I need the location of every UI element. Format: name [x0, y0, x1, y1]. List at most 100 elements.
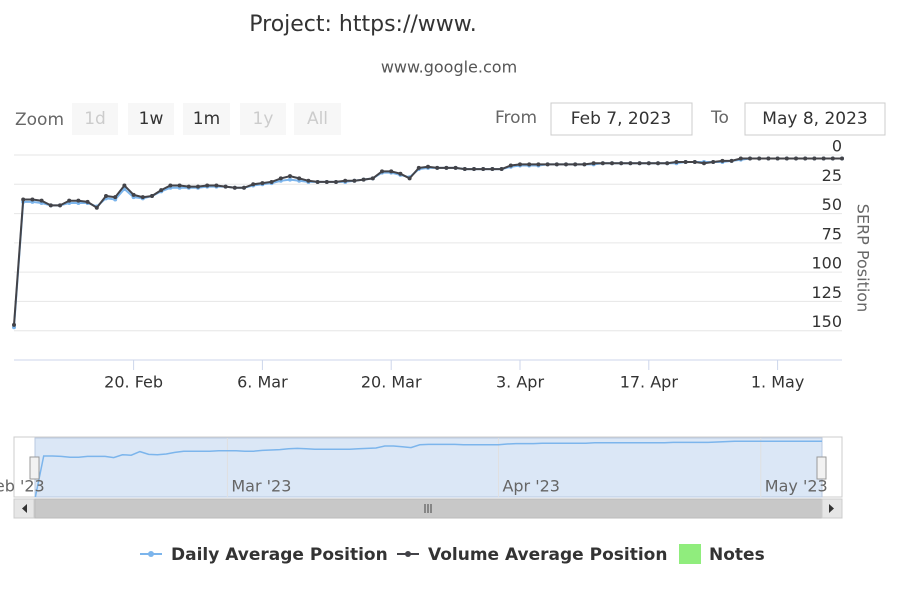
legend-label[interactable]: Notes [709, 545, 765, 565]
point [637, 161, 642, 166]
legend-marker[interactable] [148, 551, 154, 557]
point [499, 167, 504, 172]
zoom-button[interactable] [183, 103, 230, 135]
from-input[interactable] [550, 102, 693, 136]
to-value[interactable]: May 8, 2023 [762, 109, 867, 129]
y-tick-label: 0 [832, 137, 842, 156]
to-label: To [710, 108, 729, 128]
point [738, 156, 743, 161]
y-tick-label: 100 [811, 254, 842, 273]
point [812, 156, 817, 161]
point [784, 156, 789, 161]
point [380, 169, 384, 174]
point [150, 194, 154, 198]
point [462, 167, 467, 172]
point [186, 184, 191, 189]
point [628, 161, 633, 166]
point [48, 203, 53, 208]
point [223, 184, 228, 189]
point [582, 162, 587, 167]
point [242, 185, 246, 190]
scrollbar-grip [424, 504, 432, 513]
point [288, 174, 292, 179]
point [803, 156, 808, 161]
point [573, 162, 578, 167]
navigator-handle[interactable] [816, 456, 827, 480]
point [104, 194, 108, 198]
legend-swatch[interactable] [679, 544, 701, 564]
point [766, 156, 771, 161]
point [435, 165, 440, 170]
point [398, 171, 403, 176]
point [232, 185, 237, 190]
point [269, 179, 274, 184]
point [840, 156, 844, 161]
chart-subtitle: www.google.com [381, 58, 517, 77]
from-value[interactable]: Feb 7, 2023 [571, 109, 671, 129]
point [748, 156, 752, 161]
point [481, 167, 486, 172]
point [39, 198, 44, 203]
zoom-button [240, 103, 286, 135]
navigator-handle[interactable] [29, 456, 40, 480]
zoom-label: Zoom [15, 110, 64, 130]
navigator-mask[interactable] [34, 437, 823, 498]
point [757, 156, 762, 161]
point [131, 192, 136, 197]
legend-marker[interactable] [405, 551, 411, 557]
zoom-button-label[interactable]: 1w [139, 109, 164, 129]
point [472, 167, 476, 172]
navigator-series [34, 440, 822, 497]
y-tick-label: 150 [811, 312, 842, 331]
point [564, 162, 568, 167]
point [444, 165, 449, 170]
x-tick-label: 20. Feb [104, 373, 163, 392]
point [554, 162, 559, 167]
navigator-tick-label: Mar '23 [231, 477, 291, 496]
point [545, 162, 550, 167]
point [159, 188, 164, 193]
point [389, 169, 394, 174]
zoom-button[interactable] [128, 103, 174, 135]
legend-label[interactable]: Daily Average Position [171, 545, 388, 565]
y-axis-title: SERP Position [854, 204, 873, 312]
point [30, 197, 35, 202]
navigator-tick-label: Apr '23 [502, 477, 560, 496]
point [775, 156, 780, 161]
point [794, 156, 798, 161]
point [21, 197, 26, 202]
point [646, 161, 651, 166]
point [140, 195, 145, 200]
point [527, 162, 532, 167]
x-tick-label: 20. Mar [361, 373, 422, 392]
point [720, 158, 725, 163]
point [315, 179, 320, 184]
point [352, 178, 357, 183]
point [683, 160, 688, 165]
zoom-button-label[interactable]: 1m [193, 109, 220, 129]
point [58, 203, 62, 208]
point [619, 161, 624, 166]
legend-label[interactable]: Volume Average Position [428, 545, 667, 565]
point [260, 181, 265, 186]
point [453, 165, 458, 170]
zoom-button [294, 103, 341, 135]
point [490, 167, 495, 172]
point [288, 177, 292, 182]
point [416, 165, 421, 170]
point [426, 164, 430, 169]
zoom-button-label: 1d [84, 109, 106, 129]
point [85, 199, 90, 204]
point [12, 322, 16, 327]
x-tick-label: 6. Mar [237, 373, 288, 392]
y-tick-label: 25 [822, 166, 842, 185]
zoom-button-label: All [307, 109, 328, 129]
point [370, 176, 375, 181]
point [76, 198, 81, 203]
x-tick-label: 1. May [751, 373, 804, 392]
from-label: From [495, 108, 537, 128]
point [711, 160, 716, 165]
x-tick-label: 17. Apr [620, 373, 679, 392]
point [122, 183, 127, 188]
to-input[interactable] [744, 102, 886, 136]
